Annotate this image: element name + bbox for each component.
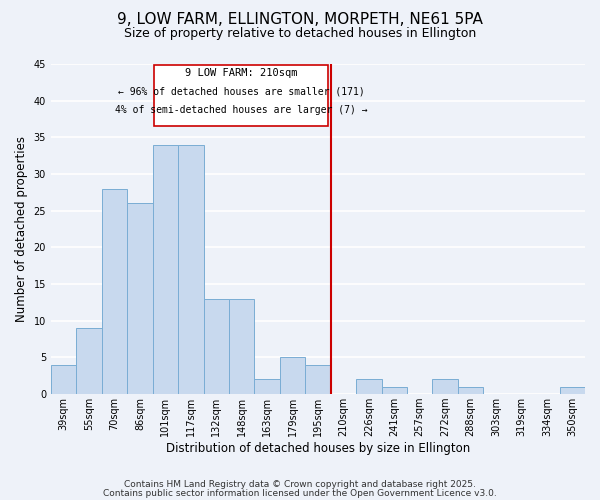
Bar [152, 144, 178, 394]
Bar [280, 358, 305, 394]
X-axis label: Distribution of detached houses by size in Ellington: Distribution of detached houses by size … [166, 442, 470, 455]
Text: 4% of semi-detached houses are larger (7) →: 4% of semi-detached houses are larger (7… [115, 105, 367, 115]
Bar [254, 380, 280, 394]
Bar [178, 144, 203, 394]
Bar [203, 299, 229, 394]
Bar [229, 299, 254, 394]
Bar [102, 188, 127, 394]
Y-axis label: Number of detached properties: Number of detached properties [15, 136, 28, 322]
Text: ← 96% of detached houses are smaller (171): ← 96% of detached houses are smaller (17… [118, 86, 364, 97]
Text: 9, LOW FARM, ELLINGTON, MORPETH, NE61 5PA: 9, LOW FARM, ELLINGTON, MORPETH, NE61 5P… [117, 12, 483, 28]
Text: Contains public sector information licensed under the Open Government Licence v3: Contains public sector information licen… [103, 488, 497, 498]
FancyBboxPatch shape [154, 66, 328, 126]
Bar [433, 380, 458, 394]
Bar [458, 387, 483, 394]
Text: Contains HM Land Registry data © Crown copyright and database right 2025.: Contains HM Land Registry data © Crown c… [124, 480, 476, 489]
Bar [560, 387, 585, 394]
Bar [76, 328, 102, 394]
Bar [127, 204, 152, 394]
Bar [356, 380, 382, 394]
Bar [305, 365, 331, 394]
Bar [382, 387, 407, 394]
Bar [51, 365, 76, 394]
Text: Size of property relative to detached houses in Ellington: Size of property relative to detached ho… [124, 28, 476, 40]
Text: 9 LOW FARM: 210sqm: 9 LOW FARM: 210sqm [185, 68, 297, 78]
